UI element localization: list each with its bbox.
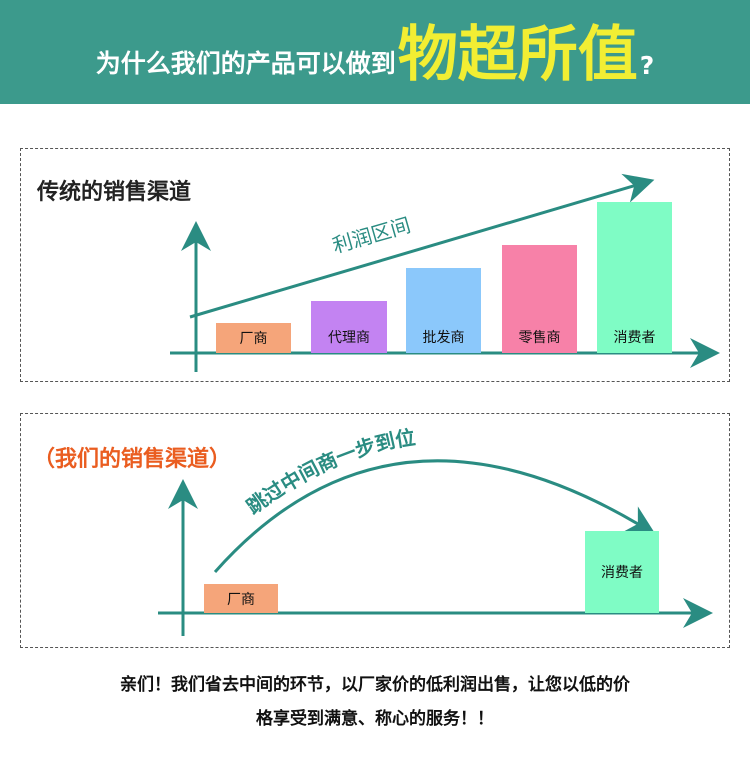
bar-consumer-label: 消费者 (613, 330, 656, 346)
profit-range-label: 利润区间 (330, 213, 414, 258)
our-bar-consumer: 消费者 (585, 531, 659, 613)
bar-retailer: 零售商 (502, 245, 577, 353)
header-title: 为什么我们的产品可以做到 物超所值 ? (0, 0, 750, 104)
bar-wholesaler-label: 批发商 (422, 330, 465, 346)
traditional-channel-title: 传统的销售渠道 (37, 180, 192, 205)
profit-range-arrow (189, 173, 655, 319)
bar-retailer-label: 零售商 (518, 330, 561, 346)
our-channel-panel: （我们的销售渠道） (20, 413, 730, 648)
bar-agent-label: 代理商 (328, 330, 370, 346)
our-bar-consumer-label: 消费者 (601, 565, 643, 581)
bar-manufacturer-label: 厂商 (239, 331, 268, 347)
our-bar-manufacturer-label: 厂商 (227, 591, 255, 608)
bar-manufacturer: 厂商 (216, 323, 291, 353)
header-banner (0, 0, 750, 104)
footer-line-2: 格享受到满意、称心的服务！！ (256, 709, 494, 729)
traditional-channel-panel: 传统的销售渠道 (20, 148, 730, 382)
bar-wholesaler: 批发商 (406, 268, 481, 353)
footer-message: 亲们！我们省去中间的环节，以厂家价的低利润出售，让您以低的价 格享受到满意、称心… (0, 668, 750, 736)
bar-agent: 代理商 (311, 301, 387, 353)
bar-consumer: 消费者 (597, 202, 672, 353)
skip-middleman-label: 跳过中间商一步到位 (242, 425, 417, 519)
header-question-mark: ? (639, 51, 655, 80)
header-lead-text: 为什么我们的产品可以做到 (95, 49, 396, 78)
our-channel-title: （我们的销售渠道） (33, 447, 232, 472)
header-highlight-text: 物超所值 (397, 20, 638, 90)
skip-middleman-arrow (213, 459, 656, 573)
our-bar-manufacturer: 厂商 (204, 584, 278, 613)
footer-line-1: 亲们！我们省去中间的环节，以厂家价的低利润出售，让您以低的价 (120, 675, 630, 695)
